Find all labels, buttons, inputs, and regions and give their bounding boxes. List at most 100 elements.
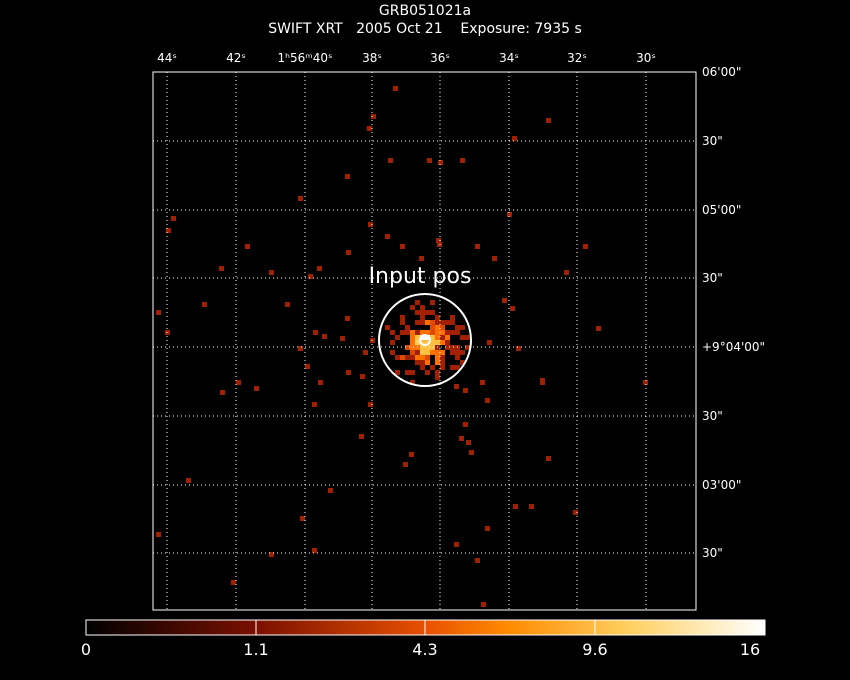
dec-tick-label: 30" [702, 134, 723, 148]
count-pixel [405, 325, 410, 330]
ra-tick-label: 30ˢ [636, 51, 656, 65]
count-pixel [410, 330, 415, 335]
count-pixel [425, 330, 430, 335]
count-pixel [465, 345, 470, 350]
count-pixel [435, 375, 440, 380]
count-pixel [415, 320, 420, 325]
colorbar-label: 4.3 [412, 640, 438, 659]
count-pixel [573, 510, 578, 515]
dec-tick-label: 05'00" [702, 203, 742, 217]
count-pixel [317, 266, 322, 271]
count-pixel [345, 316, 350, 321]
colorbar-label: 0 [80, 640, 92, 659]
count-pixel [420, 335, 425, 340]
count-pixel [454, 542, 459, 547]
count-pixel [487, 340, 492, 345]
count-pixel [480, 380, 485, 385]
count-pixel [481, 602, 486, 607]
count-pixel [455, 355, 460, 360]
plot-frame [152, 71, 697, 611]
count-pixel [346, 250, 351, 255]
count-pixel [305, 364, 310, 369]
count-pixel [436, 238, 441, 243]
image-title: GRB051021a [378, 3, 472, 19]
count-pixel [298, 346, 303, 351]
count-pixel [455, 325, 460, 330]
count-pixel [425, 355, 430, 360]
count-pixel [410, 340, 415, 345]
count-pixel [445, 335, 450, 340]
count-pixel [435, 315, 440, 320]
count-pixel [459, 436, 464, 441]
count-pixel [430, 320, 435, 325]
dec-tick-label: 03'00" [702, 478, 742, 492]
colorbar-label: 16 [739, 640, 761, 659]
count-pixel [440, 330, 445, 335]
count-pixel [346, 370, 351, 375]
source-circle [378, 293, 472, 387]
count-pixel [460, 325, 465, 330]
count-pixel [410, 345, 415, 350]
input-pos-label: Input pos [369, 264, 472, 289]
coordinate-grid [153, 72, 696, 610]
count-pixel [202, 302, 207, 307]
count-pixel [427, 158, 432, 163]
count-pixel [510, 306, 515, 311]
count-pixel [420, 345, 425, 350]
count-pixel [385, 234, 390, 239]
count-pixel [419, 256, 424, 261]
count-pixel [450, 315, 455, 320]
count-pixel [367, 126, 372, 131]
count-pixel [400, 320, 405, 325]
count-pixel [220, 390, 225, 395]
count-pixel [450, 330, 455, 335]
count-pixel [529, 504, 534, 509]
count-pixel [475, 558, 480, 563]
count-pixel [430, 310, 435, 315]
count-pixel [455, 365, 460, 370]
count-pixel [390, 330, 395, 335]
count-pixel [440, 320, 445, 325]
count-pixel [405, 370, 410, 375]
count-pixel [435, 325, 440, 330]
count-pixel [440, 365, 445, 370]
ra-tick-label: 32ˢ [567, 51, 587, 65]
count-pixel [546, 118, 551, 123]
count-pixel [450, 345, 455, 350]
count-pixel [415, 350, 420, 355]
count-pixel [469, 450, 474, 455]
count-pixel [540, 380, 545, 385]
count-pixel [400, 355, 405, 360]
count-pixel [502, 298, 507, 303]
dec-tick-label: +9°04'00" [702, 340, 766, 354]
count-pixel [425, 320, 430, 325]
count-pixel [420, 365, 425, 370]
count-pixel [318, 380, 323, 385]
count-pixel [312, 402, 317, 407]
colorbar-label: 1.1 [243, 640, 269, 659]
count-pixel [400, 244, 405, 249]
dec-tick-label: 30" [702, 271, 723, 285]
count-pixel [435, 335, 440, 340]
count-pixel [643, 380, 648, 385]
count-pixel [166, 228, 171, 233]
count-pixel [409, 452, 414, 457]
count-pixel [269, 270, 274, 275]
count-pixel [430, 300, 435, 305]
count-pixel [245, 244, 250, 249]
count-pixel [313, 330, 318, 335]
count-pixel [420, 320, 425, 325]
count-pixel [360, 374, 365, 379]
count-pixel [445, 340, 450, 345]
count-pixel [156, 310, 161, 315]
count-pixel [435, 350, 440, 355]
count-pixel [513, 504, 518, 509]
photon-count-pixels [156, 86, 648, 607]
count-pixel [312, 548, 317, 553]
ra-tick-label: 38ˢ [362, 51, 382, 65]
count-pixel [171, 216, 176, 221]
count-pixel [445, 330, 450, 335]
source-position-marker [419, 334, 431, 346]
count-pixel [328, 488, 333, 493]
count-pixel [415, 335, 420, 340]
